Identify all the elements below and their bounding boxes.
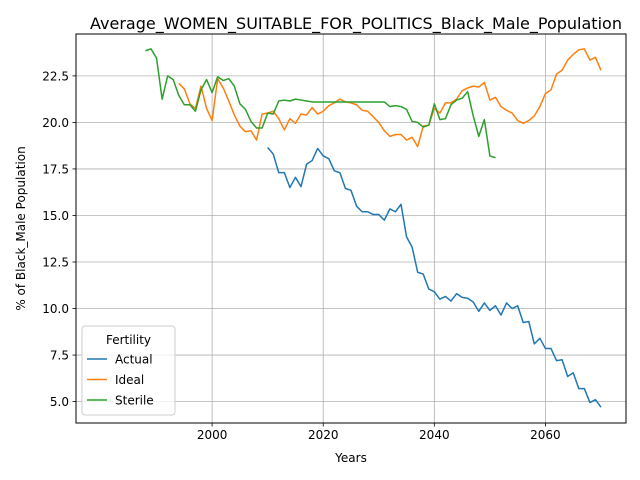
y-tick-label: 5.0 <box>50 395 69 409</box>
x-tick-label: 2000 <box>197 428 228 442</box>
chart-title: Average_WOMEN_SUITABLE_FOR_POLITICS_Blac… <box>90 14 622 34</box>
legend-items: Actual Ideal Sterile <box>87 353 154 408</box>
y-tick-label: 12.5 <box>42 256 69 270</box>
x-tick-label: 2020 <box>308 428 339 442</box>
data-series <box>145 48 602 408</box>
series-line-sterile <box>145 48 496 159</box>
y-tick-label: 7.5 <box>50 349 69 363</box>
y-axis-label: % of Black_Male Population <box>14 146 28 310</box>
legend-label-sterile: Sterile <box>115 394 154 408</box>
legend-label-actual: Actual <box>115 353 153 367</box>
y-tick-label: 10.0 <box>42 302 69 316</box>
legend-box <box>81 325 176 416</box>
x-axis-ticks: 2000 2020 2040 2060 <box>197 423 561 442</box>
legend: Fertility Actual Ideal Sterile <box>81 325 176 416</box>
x-tick-label: 2040 <box>419 428 450 442</box>
x-tick-label: 2060 <box>530 428 561 442</box>
legend-label-ideal: Ideal <box>115 373 144 387</box>
y-axis-ticks: 5.0 7.5 10.0 12.5 15.0 17.5 20.0 22.5 <box>42 69 76 409</box>
y-tick-label: 20.0 <box>42 116 69 130</box>
y-tick-label: 17.5 <box>42 162 69 176</box>
x-axis-label: Years <box>334 451 367 465</box>
plot-frame <box>75 33 627 424</box>
legend-title: Fertility <box>106 333 151 347</box>
series-line-ideal <box>178 48 602 148</box>
y-tick-label: 22.5 <box>42 69 69 83</box>
series-line-actual <box>267 147 602 408</box>
y-tick-label: 15.0 <box>42 209 69 223</box>
